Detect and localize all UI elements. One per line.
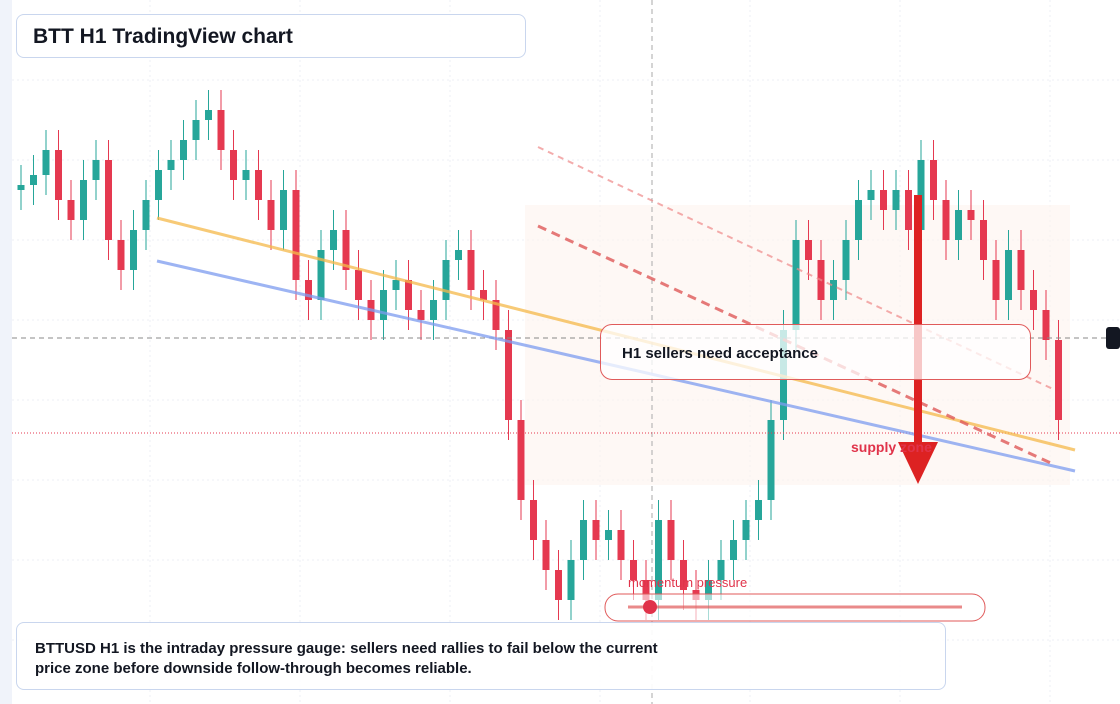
candle-body [942, 200, 950, 240]
candle-body [1042, 310, 1050, 340]
crosshair-badge [1106, 327, 1120, 349]
candle-body [292, 190, 300, 280]
candle-body [1030, 290, 1037, 310]
candle-body [905, 190, 912, 230]
candle-body [330, 230, 337, 250]
candle-body [1005, 250, 1012, 300]
arrow-head [898, 442, 938, 484]
candle-body [167, 160, 175, 170]
candle-body [892, 190, 900, 210]
candle-body [442, 260, 450, 300]
candle-body [305, 280, 312, 300]
candle-body [92, 160, 100, 180]
candle-body [67, 200, 75, 220]
candle-body [555, 570, 562, 600]
candle-body [980, 220, 987, 260]
candle-body [267, 200, 275, 230]
candle-body [667, 520, 675, 560]
candle-body [205, 110, 212, 120]
candle-body [517, 420, 525, 500]
candle-body [255, 170, 262, 200]
candle-body [505, 330, 512, 420]
title: BTT H1 TradingView chart [16, 14, 526, 58]
candle-body [992, 260, 1000, 300]
candle-body [430, 300, 437, 320]
candle-body [530, 500, 537, 540]
candle-body [830, 280, 837, 300]
zone-label: supply zone [851, 439, 932, 455]
candle-body [755, 500, 762, 520]
candle-body [742, 520, 750, 540]
candle-body [855, 200, 862, 240]
candle-body [492, 300, 500, 330]
gauge-knob [643, 600, 657, 614]
candle-body [955, 210, 962, 240]
candle-body [680, 560, 687, 590]
candle-body [342, 230, 350, 270]
sidebar [0, 0, 12, 704]
candle-body [280, 190, 287, 230]
candle-body [242, 170, 250, 180]
candle-body [967, 210, 975, 220]
candle-body [880, 190, 887, 210]
candle-body [155, 170, 162, 200]
candle-body [405, 280, 412, 310]
candle-body [217, 110, 225, 150]
candle-body [480, 290, 487, 300]
channel-line [537, 224, 1056, 467]
candle-body [380, 290, 387, 320]
candle-body [30, 175, 37, 185]
candle-body [930, 160, 937, 200]
candle-body [17, 185, 25, 190]
candle-body [705, 580, 712, 600]
candle-body [605, 530, 612, 540]
callout: H1 sellers need acceptance [600, 324, 1031, 380]
candle-body [630, 560, 637, 580]
candle-body [180, 140, 187, 160]
candle-body [192, 120, 200, 140]
candle-body [317, 250, 325, 300]
gauge-label: momentum pressure [628, 575, 747, 590]
candle-body [867, 190, 875, 200]
candle-body [542, 540, 550, 570]
candle-body [730, 540, 737, 560]
candle-body [592, 520, 600, 540]
candle-body [1017, 250, 1025, 290]
caption: BTTUSD H1 is the intraday pressure gauge… [16, 622, 946, 690]
arrow-shaft [914, 195, 922, 445]
candle-body [767, 420, 775, 500]
candle-body [805, 240, 812, 260]
candle-body [55, 150, 62, 200]
candle-body [42, 150, 50, 175]
candle-body [142, 200, 150, 230]
candle-body [80, 180, 87, 220]
candle-body [617, 530, 625, 560]
candle-body [117, 240, 125, 270]
candle-body [230, 150, 237, 180]
candle-body [417, 310, 425, 320]
candle-body [567, 560, 575, 600]
candle-body [1055, 340, 1062, 420]
candle-body [105, 160, 112, 240]
candle-body [355, 270, 362, 300]
candle-body [455, 250, 462, 260]
candle-body [792, 240, 800, 330]
candle-body [392, 280, 400, 290]
candle-body [655, 520, 662, 600]
candle-body [130, 230, 137, 270]
candle-body [717, 560, 725, 580]
candle-body [842, 240, 850, 280]
candle-body [580, 520, 587, 560]
candle-body [467, 250, 475, 290]
candle-body [642, 580, 650, 600]
